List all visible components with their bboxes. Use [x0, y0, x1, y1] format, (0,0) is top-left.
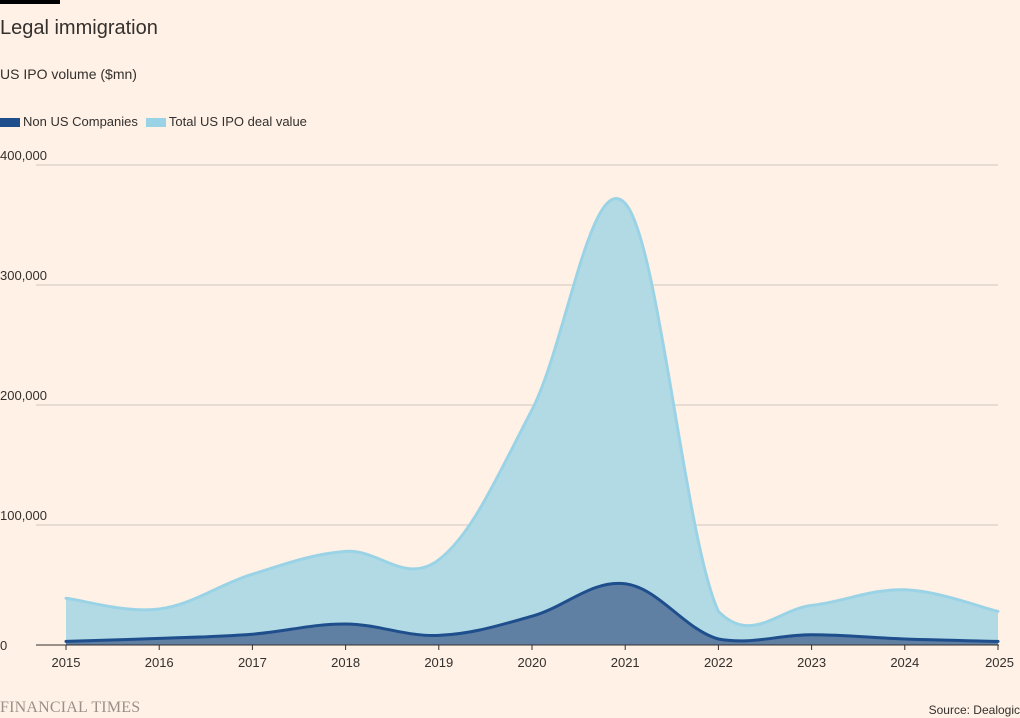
x-tick-label: 2017 [238, 655, 267, 670]
legend-item-total: Total US IPO deal value [145, 114, 307, 130]
x-tick-label: 2025 [985, 655, 1014, 670]
x-tick-label: 2020 [518, 655, 547, 670]
series-area-total [66, 198, 998, 646]
legend-label-total: Total US IPO deal value [168, 114, 307, 129]
legend-item-non-us: Non US Companies [0, 114, 138, 130]
y-tick-label: 400,000 [0, 148, 47, 163]
axis-layer: 2015 2016 2017 2018 2019 2020 2021 2022 2023 2024… [36, 644, 1014, 670]
y-tick-label: 0 [0, 638, 7, 653]
brand-bar [0, 0, 60, 4]
legend-swatch-total [145, 117, 166, 127]
y-tick-label: 200,000 [0, 388, 47, 403]
series-line-total [64, 197, 1000, 628]
ft-logo: FINANCIAL TIMES [0, 699, 141, 716]
legend-label-non-us: Non US Companies [23, 114, 138, 129]
chart-title: Legal immigration [0, 17, 158, 39]
x-tick-label: 2015 [52, 655, 81, 670]
y-tick-label: 300,000 [0, 268, 47, 283]
legend-swatch-non-us [0, 117, 20, 127]
chart-subtitle: US IPO volume ($mn) [0, 66, 137, 82]
area-layer [64, 197, 1000, 646]
x-tick-label: 2023 [797, 655, 826, 670]
source-note: Source: Dealogic [928, 703, 1020, 717]
x-tick-label: 2024 [890, 655, 919, 670]
x-tick-label: 2022 [704, 655, 733, 670]
x-tick-label: 2021 [611, 655, 640, 670]
y-tick-label: 100,000 [0, 508, 47, 523]
series-line-non-us [64, 581, 1000, 643]
x-tick-label: 2016 [145, 655, 174, 670]
x-tick-label: 2018 [331, 655, 360, 670]
chart-legend: Non US Companies Total US IPO deal value [0, 114, 315, 130]
x-tick-label: 2019 [424, 655, 453, 670]
